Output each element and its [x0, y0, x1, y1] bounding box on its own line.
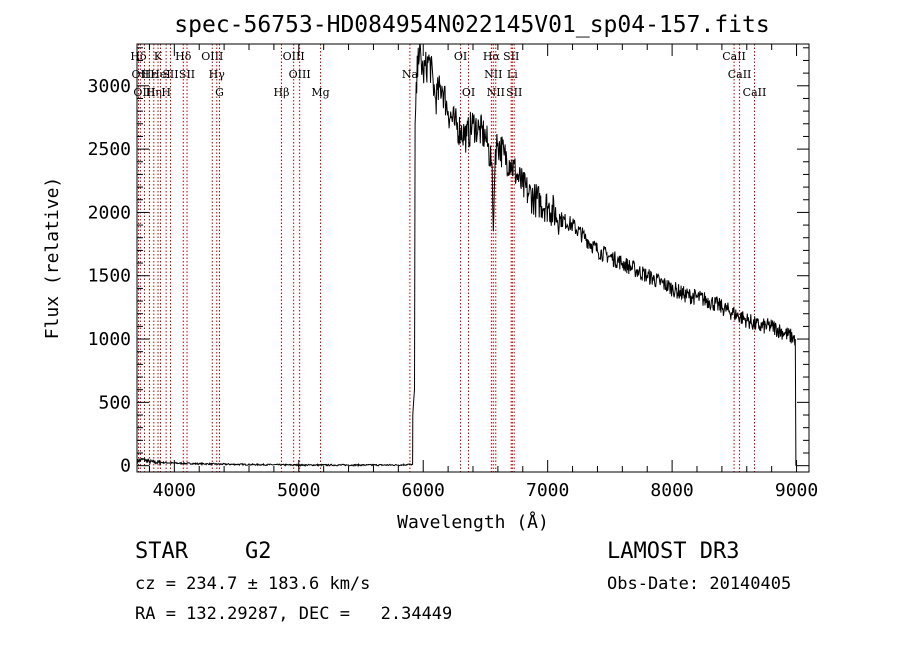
- y-tick-label: 2500: [88, 139, 131, 160]
- y-tick-label: 500: [98, 392, 131, 413]
- line-label: OII: [132, 68, 150, 81]
- line-label: HeI: [150, 68, 170, 81]
- line-label: SII: [506, 86, 522, 99]
- line-label: Hη: [146, 86, 162, 99]
- line-label: Hδ: [130, 50, 147, 63]
- line-label: SII: [503, 50, 519, 63]
- line-label: Na: [402, 68, 419, 81]
- line-label: OIII: [201, 50, 223, 63]
- x-tick-label: 9000: [775, 480, 818, 501]
- object-class: STAR: [135, 539, 188, 564]
- sky-coordinates: RA = 132.29287, DEC = 2.34449: [135, 604, 453, 624]
- x-tick-label: 4000: [153, 480, 196, 501]
- line-label: Mg: [311, 86, 329, 99]
- line-label: K: [154, 50, 163, 63]
- x-axis-label: Wavelength (Å): [397, 511, 549, 533]
- line-label: Hβ: [274, 86, 290, 99]
- line-label: NII: [487, 86, 505, 99]
- line-label: OIII: [283, 50, 305, 63]
- x-tick-label: 8000: [650, 480, 693, 501]
- line-label: SII: [179, 68, 195, 81]
- line-label: G: [215, 86, 224, 99]
- y-tick-label: 1000: [88, 329, 131, 350]
- line-label: Li: [507, 68, 518, 81]
- x-tick-label: 7000: [526, 480, 569, 501]
- line-label: Hγ: [209, 68, 226, 81]
- line-label: Hε: [142, 68, 158, 81]
- line-label: OIII: [133, 86, 155, 99]
- line-label: OI: [454, 50, 467, 63]
- y-tick-label: 1500: [88, 266, 131, 287]
- survey-name: LAMOST DR3: [607, 539, 740, 564]
- spectrum-line: [136, 43, 797, 468]
- plot-frame: [136, 43, 810, 473]
- chart-title: spec-56753-HD084954N022145V01_sp04-157.f…: [174, 12, 769, 38]
- x-tick-label: 6000: [402, 480, 445, 501]
- line-label: SII: [162, 68, 178, 81]
- y-axis-label: Flux (relative): [42, 177, 63, 340]
- redshift-velocity: cz = 234.7 ± 183.6 km/s: [135, 574, 371, 594]
- line-label: CaII: [722, 50, 746, 63]
- line-label: Hα: [483, 50, 501, 63]
- y-tick-label: 2000: [88, 202, 131, 223]
- y-tick-label: 3000: [88, 76, 131, 97]
- x-tick-label: 5000: [277, 480, 320, 501]
- axis-ticks: 4000 5000 6000 7000 8000 9000 0 500 1000 1500 2000…: [88, 44, 818, 501]
- line-label: OI: [462, 86, 475, 99]
- y-tick-label: 0: [120, 456, 131, 477]
- line-label: OIII: [289, 68, 311, 81]
- observation-date: Obs-Date: 20140405: [607, 574, 792, 594]
- spectrum-series: [136, 43, 797, 468]
- line-label: Hδ: [175, 50, 192, 63]
- line-label: H: [161, 86, 171, 99]
- line-label: CaII: [728, 68, 752, 81]
- line-label: CaII: [743, 86, 767, 99]
- object-subclass: G2: [245, 539, 272, 564]
- line-label: NII: [484, 68, 502, 81]
- spectral-line-markers: Hδ OII OIII Hε Hη K HeI H SII Hδ SII OIII Hγ G Hβ OIII O…: [130, 44, 766, 472]
